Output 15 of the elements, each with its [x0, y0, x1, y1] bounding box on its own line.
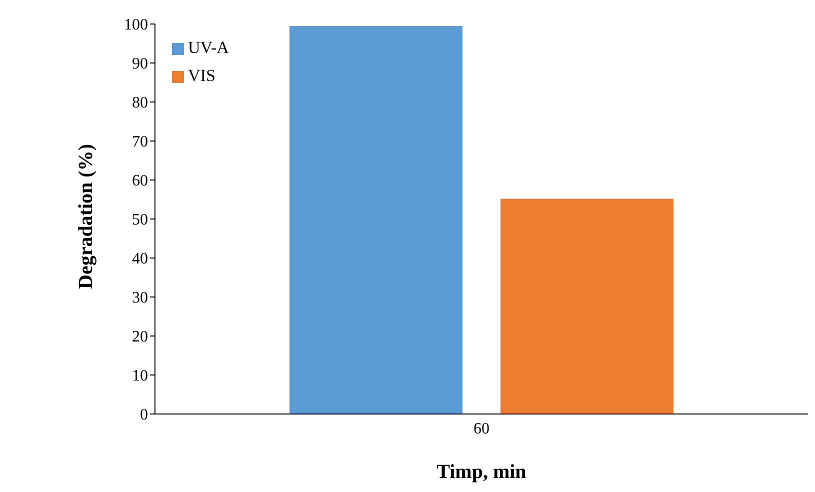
y-tick-label: 100 [124, 16, 148, 34]
y-tick-label: 80 [132, 94, 148, 112]
y-tick-label: 70 [132, 134, 148, 151]
legend-label: VIS [188, 66, 216, 85]
y-tick-label: 10 [132, 368, 148, 385]
y-tick-label: 90 [132, 56, 148, 73]
x-axis-title: Timp, min [436, 461, 526, 483]
y-tick-label: 0 [140, 406, 148, 424]
y-tick-label: 30 [132, 290, 148, 307]
y-tick-label: 50 [132, 212, 148, 229]
legend-label: UV-A [188, 38, 229, 57]
y-tick-label: 20 [132, 328, 148, 346]
y-axis-title: Degradation (%) [75, 144, 98, 289]
y-tick-label: 40 [132, 250, 148, 268]
y-tick-label: 60 [132, 172, 148, 190]
